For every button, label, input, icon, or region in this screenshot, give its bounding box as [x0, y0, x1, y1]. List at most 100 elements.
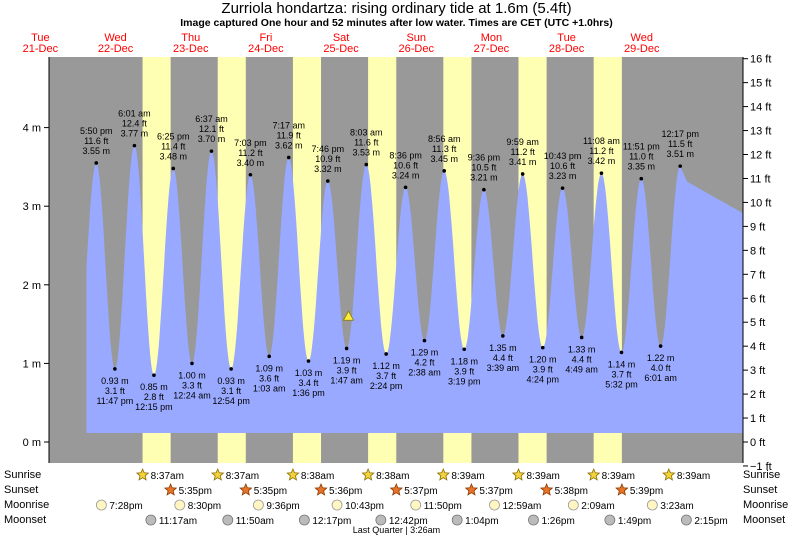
tide-point [229, 367, 233, 371]
tide-label-low: 4:24 pm [527, 375, 560, 385]
tide-point [599, 171, 604, 175]
tide-point [501, 334, 505, 338]
right-axis-tick-label: 9 ft [750, 221, 765, 233]
sunrise-icon [210, 467, 225, 481]
sunset-time: 5:38pm [555, 486, 588, 497]
sunrise-time: 8:37am [226, 471, 259, 482]
moonrise-icon [252, 499, 264, 511]
moonset-time: 2:15pm [694, 516, 727, 527]
right-axis-tick-label: 12 ft [750, 150, 771, 162]
sunrise-icon [511, 467, 526, 481]
tide-label-high: 10:43 pm [544, 151, 582, 161]
tide-point [326, 179, 330, 183]
tide-label-high: 3.23 m [549, 171, 577, 181]
moonset-icon [375, 514, 387, 526]
tide-label-low: 4.0 ft [651, 363, 672, 373]
moonrise-time: 7:28pm [109, 501, 142, 512]
tide-label-high: 11.9 ft [277, 130, 302, 140]
tide-label-low: 4:49 am [565, 364, 598, 374]
tide-point [639, 176, 644, 181]
page-subtitle: Image captured One hour and 52 minutes a… [180, 17, 613, 29]
tide-area-series [86, 145, 743, 433]
tide-label-low: 1.12 m [372, 361, 400, 371]
tide-label-high: 12.1 ft [199, 124, 225, 134]
day-header-date: 28-Dec [549, 43, 585, 55]
sunrise-icon [587, 467, 601, 481]
tide-label-high: 3.40 m [237, 158, 265, 168]
tide-label-low: 12:54 pm [212, 396, 250, 406]
moonrise-time: 11:50pm [424, 501, 462, 512]
tide-label-low: 2.8 ft [144, 392, 165, 402]
tide-label-low: 1:47 am [330, 375, 363, 385]
tide-point [209, 149, 214, 153]
day-header-name: Thu [181, 32, 200, 44]
sunset-icon [239, 482, 253, 496]
left-axis-tick-label: 1 m [23, 358, 41, 370]
tide-label-low: 6:01 am [644, 373, 677, 383]
tide-label-high: 11.6 ft [84, 136, 109, 146]
tide-label-low: 11:47 pm [96, 396, 133, 406]
tide-point [113, 367, 117, 371]
sunrise-time: 8:37am [151, 471, 184, 482]
tide-point [190, 361, 194, 366]
tide-label-low: 0.85 m [140, 382, 168, 392]
right-axis-tick-label: 16 ft [750, 54, 771, 66]
tide-point [482, 187, 486, 192]
day-header-name: Sun [406, 32, 426, 44]
sunrise-icon [436, 467, 450, 481]
tide-label-low: 3.1 ft [105, 386, 126, 396]
moonset-row-label-right: Moonset [743, 514, 786, 526]
tide-label-high: 11.4 ft [161, 141, 186, 151]
tide-label-low: 1.29 m [411, 348, 439, 358]
tide-label-low: 12:15 pm [135, 402, 173, 412]
tide-label-low: 4.4 ft [493, 353, 514, 363]
tide-point [403, 185, 408, 190]
tide-point [384, 352, 388, 356]
right-axis-tick-label: 7 ft [750, 269, 765, 281]
tide-label-high: 3.77 m [121, 129, 149, 139]
tide-label-high: 3.35 m [628, 162, 656, 172]
sunset-icon [615, 482, 629, 496]
moonset-time: 1:04pm [465, 516, 498, 527]
tide-label-high: 10.6 ft [393, 160, 419, 170]
tide-label-high: 11:08 am [583, 136, 620, 146]
sunset-icon [464, 482, 479, 496]
tide-label-high: 11.0 ft [629, 152, 654, 162]
moonrise-icon [567, 499, 579, 511]
tide-label-high: 3.53 m [353, 148, 381, 158]
left-axis-tick-label: 4 m [23, 123, 41, 135]
right-axis-tick-label: 15 ft [750, 78, 771, 90]
moonrise-time: 10:43pm [345, 501, 384, 512]
tide-label-high: 8:36 pm [389, 150, 422, 160]
sunset-icon [314, 482, 328, 496]
tide-label-low: 3.9 ft [533, 365, 554, 375]
right-axis-tick-label: 11 ft [750, 173, 771, 185]
moonset-icon [222, 514, 234, 526]
current-tide-marker [342, 310, 355, 321]
right-axis-tick-label: −1 ft [750, 461, 772, 473]
tide-label-high: 3.32 m [314, 164, 342, 174]
tide-point [619, 350, 624, 355]
day-header-date: 27-Dec [474, 43, 510, 55]
moonrise-icon [331, 499, 343, 511]
tide-label-low: 0.93 m [101, 376, 129, 386]
sunrise-icon [135, 467, 150, 481]
tide-label-high: 3.24 m [392, 170, 420, 180]
day-header-date: 22-Dec [98, 43, 134, 55]
page-title: Zurriola hondartza: rising ordinary tide… [221, 0, 572, 17]
tide-point [248, 172, 253, 177]
tide-label-low: 3:19 pm [448, 376, 481, 386]
right-axis-tick-label: 2 ft [750, 389, 765, 401]
moonrise-icon [410, 499, 422, 511]
tide-label-low: 3:39 am [487, 363, 520, 373]
tide-label-low: 1.18 m [450, 356, 478, 366]
sunrise-time: 8:39am [451, 471, 484, 482]
right-axis-tick-label: 8 ft [750, 245, 765, 257]
tide-label-high: 11.2 ft [238, 148, 263, 158]
day-header-date: 29-Dec [624, 43, 660, 55]
tide-label-high: 3.51 m [666, 149, 694, 159]
sunset-row-label-left: Sunset [4, 484, 39, 496]
tide-label-high: 3.48 m [160, 151, 188, 161]
tide-point [560, 186, 565, 190]
tide-label-high: 5:50 pm [80, 126, 113, 136]
